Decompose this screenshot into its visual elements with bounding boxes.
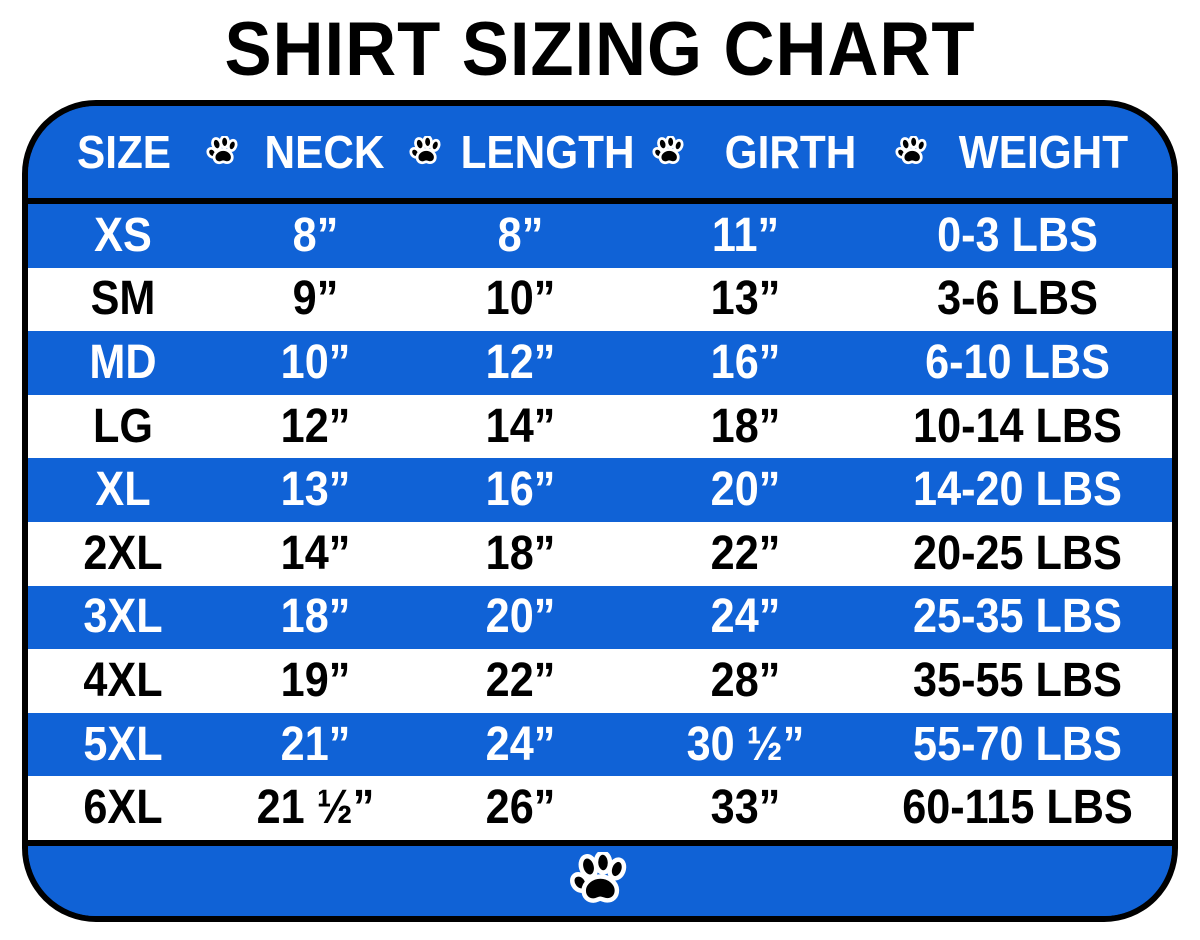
cell-length: 12” <box>485 335 556 389</box>
cell-size: XL <box>95 463 151 517</box>
table-body: XS 8” 8” 11” 0-3 LBS SM 9” 10” 13” 3-6 LBS MD 10” 12… <box>28 204 1172 840</box>
cell-length: 16” <box>485 463 556 517</box>
paw-print-icon <box>569 852 631 910</box>
cell-neck: 21” <box>280 717 351 771</box>
cell-length: 24” <box>485 717 556 771</box>
cell-girth: 16” <box>710 335 781 389</box>
cell-size: 6XL <box>83 781 163 835</box>
table-row: 3XL 18” 20” 24” 25-35 LBS <box>28 585 1172 650</box>
cell-neck: 13” <box>280 463 351 517</box>
column-header-weight: WEIGHT <box>958 126 1129 178</box>
table-row: LG 12” 14” 18” 10-14 LBS <box>28 394 1172 459</box>
table-row: XL 13” 16” 20” 14-20 LBS <box>28 458 1172 522</box>
table-row: SM 9” 10” 13” 3-6 LBS <box>28 267 1172 332</box>
cell-neck: 14” <box>280 526 351 580</box>
table-row: MD 10” 12” 16” 6-10 LBS <box>28 331 1172 395</box>
cell-length: 22” <box>485 653 556 707</box>
column-header-neck: NECK <box>264 126 385 178</box>
table-row: XS 8” 8” 11” 0-3 LBS <box>28 204 1172 268</box>
cell-weight: 3-6 LBS <box>937 272 1098 326</box>
cell-neck: 19” <box>280 653 351 707</box>
cell-weight: 60-115 LBS <box>902 781 1133 835</box>
cell-size: 4XL <box>83 653 163 707</box>
cell-weight: 10-14 LBS <box>913 399 1122 453</box>
cell-neck: 18” <box>280 590 351 644</box>
cell-girth: 13” <box>710 272 781 326</box>
cell-neck: 12” <box>280 399 351 453</box>
cell-length: 8” <box>497 208 544 262</box>
cell-weight: 14-20 LBS <box>913 463 1122 517</box>
paw-print-icon <box>200 136 246 168</box>
cell-length: 20” <box>485 590 556 644</box>
cell-size: 2XL <box>83 526 163 580</box>
paw-print-icon <box>889 136 935 168</box>
cell-weight: 35-55 LBS <box>913 653 1122 707</box>
table-row: 5XL 21” 24” 30 ½” 55-70 LBS <box>28 712 1172 777</box>
cell-girth: 24” <box>710 590 781 644</box>
cell-size: LG <box>93 399 153 453</box>
cell-size: MD <box>89 335 157 389</box>
column-header-length: LENGTH <box>460 126 635 178</box>
cell-weight: 20-25 LBS <box>913 526 1122 580</box>
paw-print-icon <box>646 136 692 168</box>
cell-neck: 9” <box>292 272 339 326</box>
cell-length: 14” <box>485 399 556 453</box>
cell-girth: 33” <box>710 781 781 835</box>
cell-girth: 18” <box>710 399 781 453</box>
cell-girth: 28” <box>710 653 781 707</box>
cell-size: 5XL <box>83 717 163 771</box>
cell-length: 18” <box>485 526 556 580</box>
cell-weight: 6-10 LBS <box>925 335 1110 389</box>
cell-size: XS <box>94 208 152 262</box>
cell-length: 26” <box>485 781 556 835</box>
cell-weight: 0-3 LBS <box>937 208 1098 262</box>
paw-print-icon <box>403 136 449 168</box>
sizing-table-card: SIZE NECK LENGTH GIRTH WEIGHT XS 8” 8” 11” 0-3 L… <box>22 100 1178 922</box>
cell-girth: 22” <box>710 526 781 580</box>
cell-size: SM <box>90 272 156 326</box>
cell-girth: 11” <box>711 208 780 262</box>
table-header-row: SIZE NECK LENGTH GIRTH WEIGHT <box>28 106 1172 204</box>
cell-neck: 21 ½” <box>256 781 375 835</box>
table-row: 4XL 19” 22” 28” 35-55 LBS <box>28 649 1172 713</box>
cell-length: 10” <box>485 272 556 326</box>
table-row: 2XL 14” 18” 22” 20-25 LBS <box>28 521 1172 586</box>
page-title: SHIRT SIZING CHART <box>224 7 976 92</box>
cell-weight: 25-35 LBS <box>913 590 1122 644</box>
cell-neck: 10” <box>280 335 351 389</box>
column-header-size: SIZE <box>76 126 172 178</box>
cell-girth: 20” <box>710 463 781 517</box>
cell-weight: 55-70 LBS <box>913 717 1122 771</box>
cell-size: 3XL <box>83 590 163 644</box>
table-row: 6XL 21 ½” 26” 33” 60-115 LBS <box>28 776 1172 840</box>
cell-neck: 8” <box>292 208 339 262</box>
cell-girth: 30 ½” <box>686 717 805 771</box>
footer-bar <box>28 840 1172 916</box>
column-header-girth: GIRTH <box>724 126 857 178</box>
